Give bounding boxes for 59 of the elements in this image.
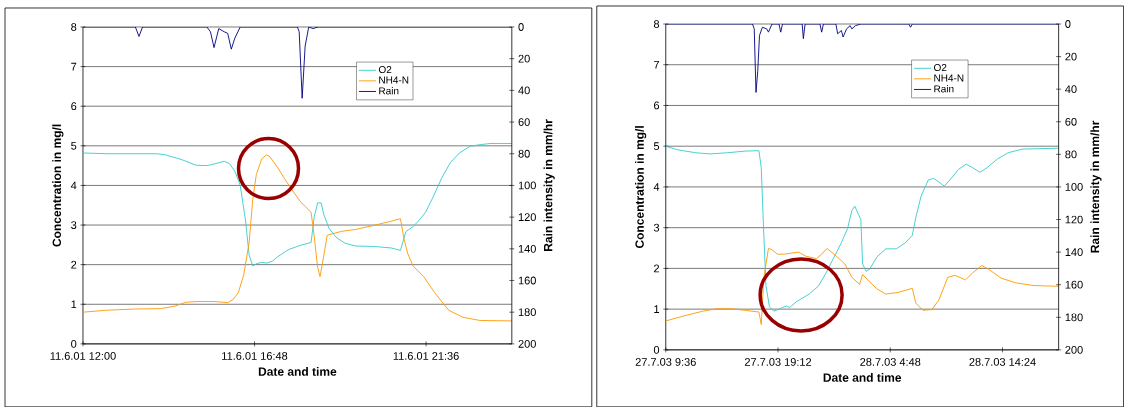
y-tick-label: 4 [653, 183, 660, 191]
x-tick-label: 27.7.03 9:36 [635, 357, 696, 366]
x-tick-label: 28.7.03 4:48 [860, 357, 921, 366]
y2-tick-label: 100 [1065, 182, 1083, 191]
y-tick-label: 5 [653, 142, 660, 150]
y2-tick-label: 60 [518, 118, 530, 126]
y-tick-label: 7 [654, 60, 660, 69]
y-axis-title: Concentration in mg/l [52, 124, 64, 247]
y-tick-label: 0 [71, 339, 77, 348]
y2-axis-title: Rain intensity in mm/hr [1090, 120, 1102, 253]
y2-tick-label: 180 [518, 308, 536, 316]
y-tick-label: 1 [71, 300, 77, 308]
y-axis-title: Concentration in mg/l [635, 126, 647, 248]
y2-tick-label: 40 [1065, 85, 1077, 93]
y-tick-label: 7 [71, 62, 77, 71]
y2-tick-label: 180 [1065, 313, 1083, 322]
y-tick-label: 8 [653, 19, 660, 28]
y-tick-label: 8 [71, 22, 77, 31]
y2-tick-label: 200 [1065, 345, 1083, 354]
y-tick-label: 4 [70, 181, 77, 190]
y2-tick-label: 60 [1065, 117, 1077, 126]
legend-label: NH4-N [379, 76, 409, 84]
y2-tick-label: 80 [1065, 150, 1077, 159]
y2-axis-title: Rain intensity in mm/hr [543, 119, 555, 251]
y-tick-label: 3 [653, 223, 660, 232]
legend-label: O2 [934, 63, 947, 71]
y-tick-label: 6 [654, 101, 660, 110]
y-tick-label: 1 [654, 305, 660, 313]
y2-tick-label: 100 [518, 181, 536, 190]
y-tick-label: 5 [71, 141, 77, 150]
y2-tick-label: 40 [518, 86, 530, 95]
y2-tick-label: 20 [1065, 52, 1077, 61]
y-tick-label: 6 [71, 102, 77, 110]
legend-label: O2 [378, 65, 392, 73]
y2-tick-label: 140 [518, 244, 536, 253]
x-tick-label: 28.7.03 14:24 [969, 357, 1036, 366]
y2-tick-label: 140 [1065, 248, 1083, 256]
y2-tick-label: 120 [518, 213, 536, 221]
y-tick-label: 2 [654, 264, 660, 273]
x-tick-label: 11.6.01 21:36 [393, 351, 459, 360]
y2-tick-label: 80 [518, 149, 530, 158]
y2-tick-label: 160 [518, 276, 536, 285]
x-axis-title: Date and time [823, 372, 902, 382]
x-tick-label: 27.7.03 19:12 [744, 357, 812, 366]
y-tick-label: 3 [71, 221, 77, 229]
y2-tick-label: 0 [1065, 19, 1071, 28]
y2-tick-label: 20 [518, 54, 530, 63]
x-tick-label: 11.6.01 16:48 [222, 351, 288, 360]
y2-tick-label: 0 [518, 22, 524, 31]
y2-tick-label: 120 [1065, 215, 1083, 224]
legend-label: NH4-N [934, 74, 964, 82]
legend-label: Rain [379, 86, 399, 95]
legend-label: Rain [934, 84, 954, 93]
y-tick-label: 2 [71, 260, 77, 269]
y-tick-label: 0 [653, 345, 660, 354]
x-tick-label: 11.6.01 12:00 [50, 351, 116, 360]
y2-tick-label: 200 [518, 339, 536, 348]
y2-tick-label: 160 [1065, 280, 1083, 289]
x-axis-title: Date and time [258, 366, 337, 376]
